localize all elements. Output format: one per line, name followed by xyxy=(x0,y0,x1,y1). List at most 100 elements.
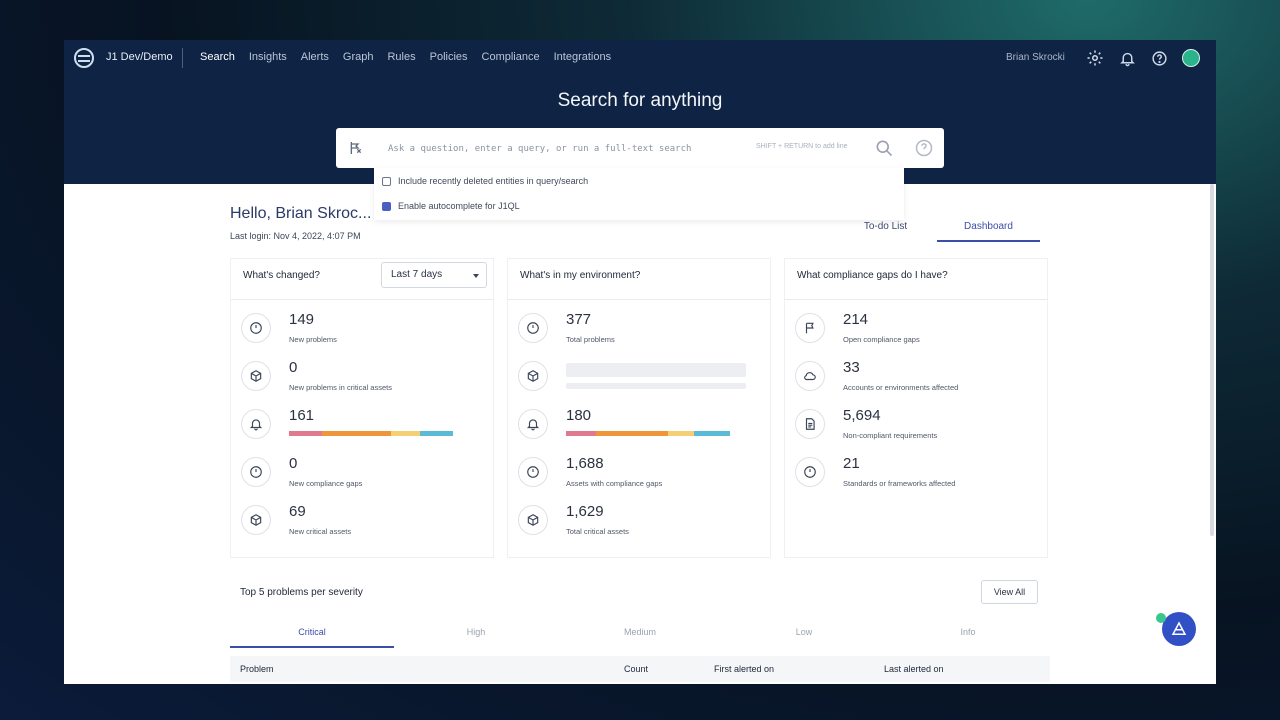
stat-value: 180 xyxy=(566,407,592,424)
option-autocomplete[interactable]: Enable autocomplete for J1QL xyxy=(382,201,520,211)
stat-value: 0 xyxy=(289,455,298,472)
compliance-card: What compliance gaps do I have? 214 Open… xyxy=(784,258,1048,558)
clock-icon xyxy=(518,457,548,487)
document-icon xyxy=(795,409,825,439)
checkbox-autocomplete[interactable] xyxy=(382,201,391,211)
severity-high-segment xyxy=(321,431,391,436)
nav-compliance[interactable]: Compliance xyxy=(481,51,540,63)
nav-insights[interactable]: Insights xyxy=(248,51,287,63)
stat-label: New compliance gaps xyxy=(289,479,363,488)
last-login: Last login: Nov 4, 2022, 4:07 PM xyxy=(230,231,361,241)
column-first-alerted[interactable]: First alerted on xyxy=(714,664,775,674)
search-input[interactable] xyxy=(386,137,740,161)
tab-low[interactable]: Low xyxy=(795,627,813,637)
app-window: J1 Dev/Demo Search Insights Alerts Graph… xyxy=(64,40,1216,684)
severity-critical-segment xyxy=(566,431,596,436)
column-count[interactable]: Count xyxy=(624,664,649,674)
stat-value: 149 xyxy=(289,311,315,328)
stat-accounts-affected[interactable]: 33 Accounts or environments affected xyxy=(795,359,1035,399)
checkbox-include-deleted[interactable] xyxy=(382,176,391,186)
severity-tabs: Critical High Medium Low Info xyxy=(230,622,1050,648)
tab-info[interactable]: Info xyxy=(960,627,976,637)
nav-policies[interactable]: Policies xyxy=(429,51,468,63)
bell-icon[interactable] xyxy=(1117,48,1137,68)
stat-value: 5,694 xyxy=(843,407,881,424)
view-all-button[interactable]: View All xyxy=(981,580,1038,604)
severity-high-segment xyxy=(595,431,668,436)
stat-label: Total critical assets xyxy=(566,527,629,536)
bell-icon xyxy=(241,409,271,439)
stat-value: 33 xyxy=(843,359,860,376)
scrollbar[interactable] xyxy=(1210,184,1214,536)
search-title: Search for anything xyxy=(557,90,723,111)
stat-new-problems[interactable]: 149 New problems xyxy=(241,311,481,351)
option-include-deleted[interactable]: Include recently deleted entities in que… xyxy=(382,176,588,186)
stat-total-alerts[interactable]: 180 xyxy=(518,407,758,447)
nav-alerts[interactable]: Alerts xyxy=(300,51,329,63)
help-icon[interactable] xyxy=(1149,48,1169,68)
avatar[interactable] xyxy=(1182,49,1200,67)
assistant-button[interactable] xyxy=(1162,612,1196,646)
tab-todo-list[interactable]: To-do List xyxy=(863,221,908,232)
stat-value: 0 xyxy=(289,359,298,376)
main-nav: Search Insights Alerts Graph Rules Polic… xyxy=(200,51,611,63)
column-problem[interactable]: Problem xyxy=(240,664,274,674)
greeting-title: Hello, Brian Skroc... xyxy=(230,205,372,222)
severity-low-segment xyxy=(693,431,730,436)
divider xyxy=(231,299,493,300)
severity-bar xyxy=(289,431,453,436)
gear-icon[interactable] xyxy=(1085,48,1105,68)
jupiterone-logo-icon[interactable] xyxy=(74,48,94,68)
stat-open-compliance-gaps[interactable]: 214 Open compliance gaps xyxy=(795,311,1035,351)
query-builder-icon[interactable] xyxy=(348,140,364,156)
stat-total-critical-assets[interactable]: 1,629 Total critical assets xyxy=(518,503,758,543)
search-box: SHIFT + RETURN to add line xyxy=(336,128,944,168)
stat-non-compliant-requirements[interactable]: 5,694 Non-compliant requirements xyxy=(795,407,1035,447)
stat-loading[interactable] xyxy=(518,359,758,399)
divider xyxy=(508,299,770,300)
account-name[interactable]: J1 Dev/Demo xyxy=(106,51,173,63)
stat-label: Total problems xyxy=(566,335,615,344)
nav-graph[interactable]: Graph xyxy=(342,51,374,63)
stat-new-critical-assets[interactable]: 69 New critical assets xyxy=(241,503,481,543)
cube-icon xyxy=(518,505,548,535)
nav-search[interactable]: Search xyxy=(200,51,235,63)
tab-dashboard[interactable]: Dashboard xyxy=(937,218,1040,242)
notification-dot xyxy=(1156,613,1166,623)
section-title: Top 5 problems per severity xyxy=(240,587,363,598)
user-name[interactable]: Brian Skrocki xyxy=(1006,52,1065,63)
stat-label: New problems xyxy=(289,335,337,344)
stat-total-problems[interactable]: 377 Total problems xyxy=(518,311,758,351)
nav-rules[interactable]: Rules xyxy=(387,51,416,63)
search-icon[interactable] xyxy=(874,138,894,158)
cube-icon xyxy=(241,505,271,535)
stat-assets-compliance-gaps[interactable]: 1,688 Assets with compliance gaps xyxy=(518,455,758,495)
view-tabs: To-do List Dashboard xyxy=(834,218,1040,242)
card-title: What's in my environment? xyxy=(520,270,641,281)
stat-new-alerts[interactable]: 161 xyxy=(241,407,481,447)
stat-value: 214 xyxy=(843,311,869,328)
stat-standards-affected[interactable]: 21 Standards or frameworks affected xyxy=(795,455,1035,495)
environment-card: What's in my environment? 377 Total prob… xyxy=(507,258,771,558)
card-title: What's changed? xyxy=(243,270,320,281)
clock-icon xyxy=(241,313,271,343)
nav-integrations[interactable]: Integrations xyxy=(553,51,612,63)
tab-critical[interactable]: Critical xyxy=(230,622,394,648)
severity-bar xyxy=(566,431,730,436)
range-select[interactable]: Last 7 days xyxy=(381,262,487,288)
stat-new-compliance-gaps[interactable]: 0 New compliance gaps xyxy=(241,455,481,495)
tab-high[interactable]: High xyxy=(466,627,486,637)
column-last-alerted[interactable]: Last alerted on xyxy=(884,664,944,674)
stat-value: 377 xyxy=(566,311,592,328)
tab-medium[interactable]: Medium xyxy=(623,627,656,637)
stat-new-problems-critical[interactable]: 0 New problems in critical assets xyxy=(241,359,481,399)
search-help-icon[interactable] xyxy=(914,138,934,158)
stat-value: 1,688 xyxy=(566,455,604,472)
cloud-icon xyxy=(795,361,825,391)
changed-card: What's changed? Last 7 days 149 New prob… xyxy=(230,258,494,558)
option-label: Include recently deleted entities in que… xyxy=(398,176,589,186)
stat-label: Standards or frameworks affected xyxy=(843,479,956,488)
top-bar: J1 Dev/Demo Search Insights Alerts Graph… xyxy=(64,40,1216,184)
stat-value: 161 xyxy=(289,407,315,424)
range-value: Last 7 days xyxy=(391,269,443,280)
